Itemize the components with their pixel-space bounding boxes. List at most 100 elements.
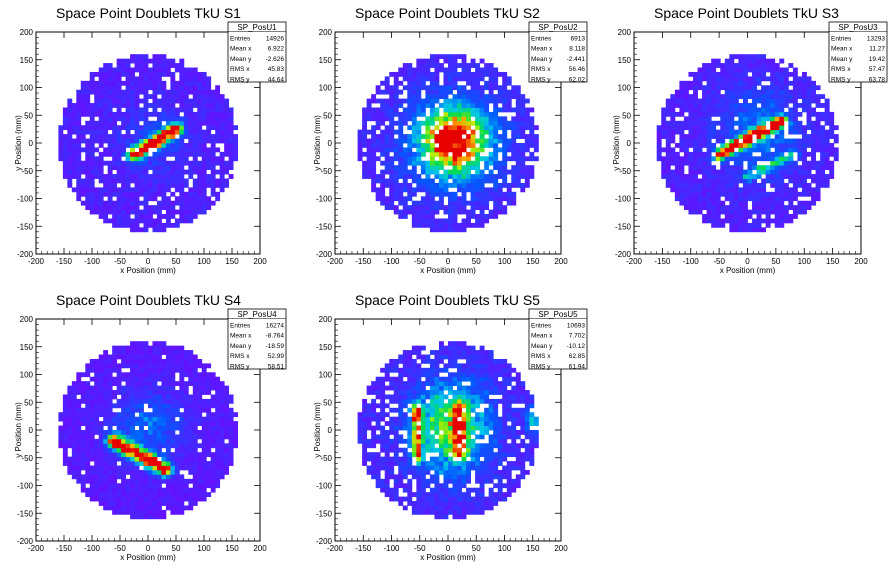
heatmap-bin [720,178,726,184]
heatmap-bin [139,143,144,148]
x-tick-label: -150 [355,257,372,266]
heatmap-bin [156,103,162,108]
heatmap-bin [67,107,73,113]
heatmap-bin [752,54,757,60]
heatmap-bin [470,143,476,148]
heatmap-bin [488,169,494,175]
heatmap-bin [411,111,417,117]
heatmap-bin [165,147,171,153]
heatmap-bin [679,187,685,193]
heatmap-bin [85,182,91,188]
heatmap-bin [143,434,149,440]
heatmap-bin [720,138,726,144]
heatmap-bin [197,452,203,458]
heatmap-bin [170,492,176,497]
heatmap-bin [765,85,771,91]
heatmap-bin [121,469,126,475]
heatmap-bin [398,103,404,108]
heatmap-bin [134,89,140,95]
heatmap-bin [729,187,735,193]
heatmap-bin [76,478,82,484]
heatmap-bin [89,447,95,453]
y-tick-label: 0 [29,426,34,435]
heatmap-bin [457,138,462,144]
heatmap-bin [461,94,467,99]
heatmap-bin [134,354,140,360]
heatmap-bin [134,76,140,82]
heatmap-bin [806,191,812,197]
heatmap-bin [62,394,68,400]
heatmap-bin [183,425,189,431]
heatmap-bin [738,80,744,86]
heatmap-bin [170,345,176,351]
heatmap-bin [152,469,158,475]
heatmap-bin [479,111,485,117]
heatmap-bin [475,147,481,153]
heatmap-bin [206,407,212,413]
heatmap-bin [824,120,830,126]
heatmap-bin [452,196,458,202]
heatmap-bin [219,120,225,126]
heatmap-bin [529,107,535,113]
heatmap-bin [116,456,122,462]
heatmap-bin [801,98,807,104]
heatmap-bin [192,151,198,157]
heatmap-bin [148,514,153,520]
heatmap-bin [197,487,203,493]
heatmap-bin [116,363,122,369]
heatmap-bin [107,421,113,426]
heatmap-bin [393,129,399,135]
heatmap-bin [425,143,431,148]
heatmap-bin [219,461,225,466]
heatmap-bin [85,438,91,444]
heatmap-bin [770,174,776,179]
stats-label: Mean y [531,56,553,63]
heatmap-bin [511,174,517,179]
heatmap-bin [76,165,82,171]
heatmap-bin [197,191,203,197]
heatmap-bin [192,103,198,108]
heatmap-bin [121,222,126,228]
heatmap-bin [183,191,189,197]
heatmap-bin [511,165,517,171]
heatmap-bin [715,71,721,77]
heatmap-bin [165,381,171,386]
heatmap-bin [148,509,153,515]
heatmap-bin [188,120,194,126]
stats-value: 6913 [571,36,586,43]
heatmap-bin [788,169,794,175]
heatmap-bin [62,107,68,113]
heatmap-bin [765,103,771,108]
heatmap-bin [375,125,381,131]
stats-label: Mean y [831,56,853,63]
heatmap-bin [515,156,521,162]
heatmap-bin [720,174,726,179]
heatmap-bin [121,196,126,202]
heatmap-bin [219,381,225,386]
heatmap-bin [783,218,789,224]
heatmap-bin [720,191,726,197]
heatmap-bin [697,134,703,139]
heatmap-bin [466,222,471,228]
heatmap-bin [398,156,404,162]
heatmap-bin [475,169,481,175]
heatmap-bin [103,89,109,95]
heatmap-bin [670,187,676,193]
heatmap-bin [520,160,526,166]
heatmap-bin [201,421,207,426]
heatmap-bin [811,160,816,166]
heatmap-bin [729,147,735,153]
heatmap-bin [156,492,162,497]
heatmap-bin [747,80,753,86]
heatmap-bin [80,98,86,104]
heatmap-bin [161,107,167,113]
heatmap-bin [143,350,149,355]
heatmap-bin [215,125,221,131]
chart-title: Space Point Doublets TkU S2 [355,5,540,21]
heatmap-bin [779,143,785,148]
heatmap-bin [420,165,426,171]
heatmap-bin [125,94,131,99]
heatmap-bin [116,376,122,382]
heatmap-bin [742,98,748,104]
heatmap-bin [788,63,794,68]
